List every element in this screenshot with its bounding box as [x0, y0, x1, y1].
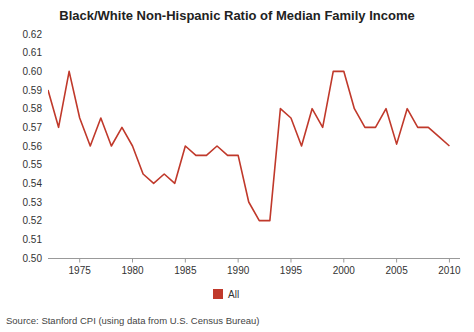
x-tick — [343, 259, 344, 263]
y-tick-label: 0.53 — [23, 197, 43, 208]
y-tick-label: 0.57 — [23, 122, 43, 133]
y-tick-label: 0.58 — [23, 103, 43, 114]
x-tick-label: 2005 — [385, 265, 408, 276]
chart: Black/White Non-Hispanic Ratio of Median… — [0, 0, 474, 332]
y-tick-label: 0.56 — [23, 141, 43, 152]
y-tick-label: 0.51 — [23, 234, 43, 245]
x-tick — [238, 259, 239, 263]
x-tick-label: 1995 — [280, 265, 303, 276]
x-tick-label: 1980 — [121, 265, 144, 276]
x-tick — [449, 259, 450, 263]
y-tick-label: 0.50 — [23, 253, 43, 264]
x-axis-line — [48, 258, 460, 259]
x-tick-label: 2000 — [333, 265, 356, 276]
line — [48, 71, 449, 220]
x-tick — [79, 259, 80, 263]
x-tick — [185, 259, 186, 263]
y-tick-label: 0.61 — [23, 47, 43, 58]
plot-area — [48, 71, 449, 220]
x-tick — [290, 259, 291, 263]
title: Black/White Non-Hispanic Ratio of Median… — [59, 8, 414, 23]
x-tick-label: 2010 — [438, 265, 461, 276]
y-tick-label: 0.52 — [23, 215, 43, 226]
y-tick-label: 0.62 — [23, 29, 43, 40]
x-tick — [132, 259, 133, 263]
background — [0, 0, 474, 332]
legend-label: All — [228, 289, 239, 300]
y-tick-label: 0.55 — [23, 159, 43, 170]
x-tick-label: 1975 — [69, 265, 92, 276]
x-tick-label: 1990 — [227, 265, 250, 276]
y-tick-label: 0.59 — [23, 85, 43, 96]
legend: All — [213, 289, 239, 300]
annotation: Source: Stanford CPI (using data from U.… — [6, 315, 259, 326]
x-tick — [396, 259, 397, 263]
y-tick-label: 0.60 — [23, 66, 43, 77]
y-tick-label: 0.54 — [23, 178, 43, 189]
x-tick-label: 1985 — [174, 265, 197, 276]
legend-swatch — [213, 289, 223, 299]
